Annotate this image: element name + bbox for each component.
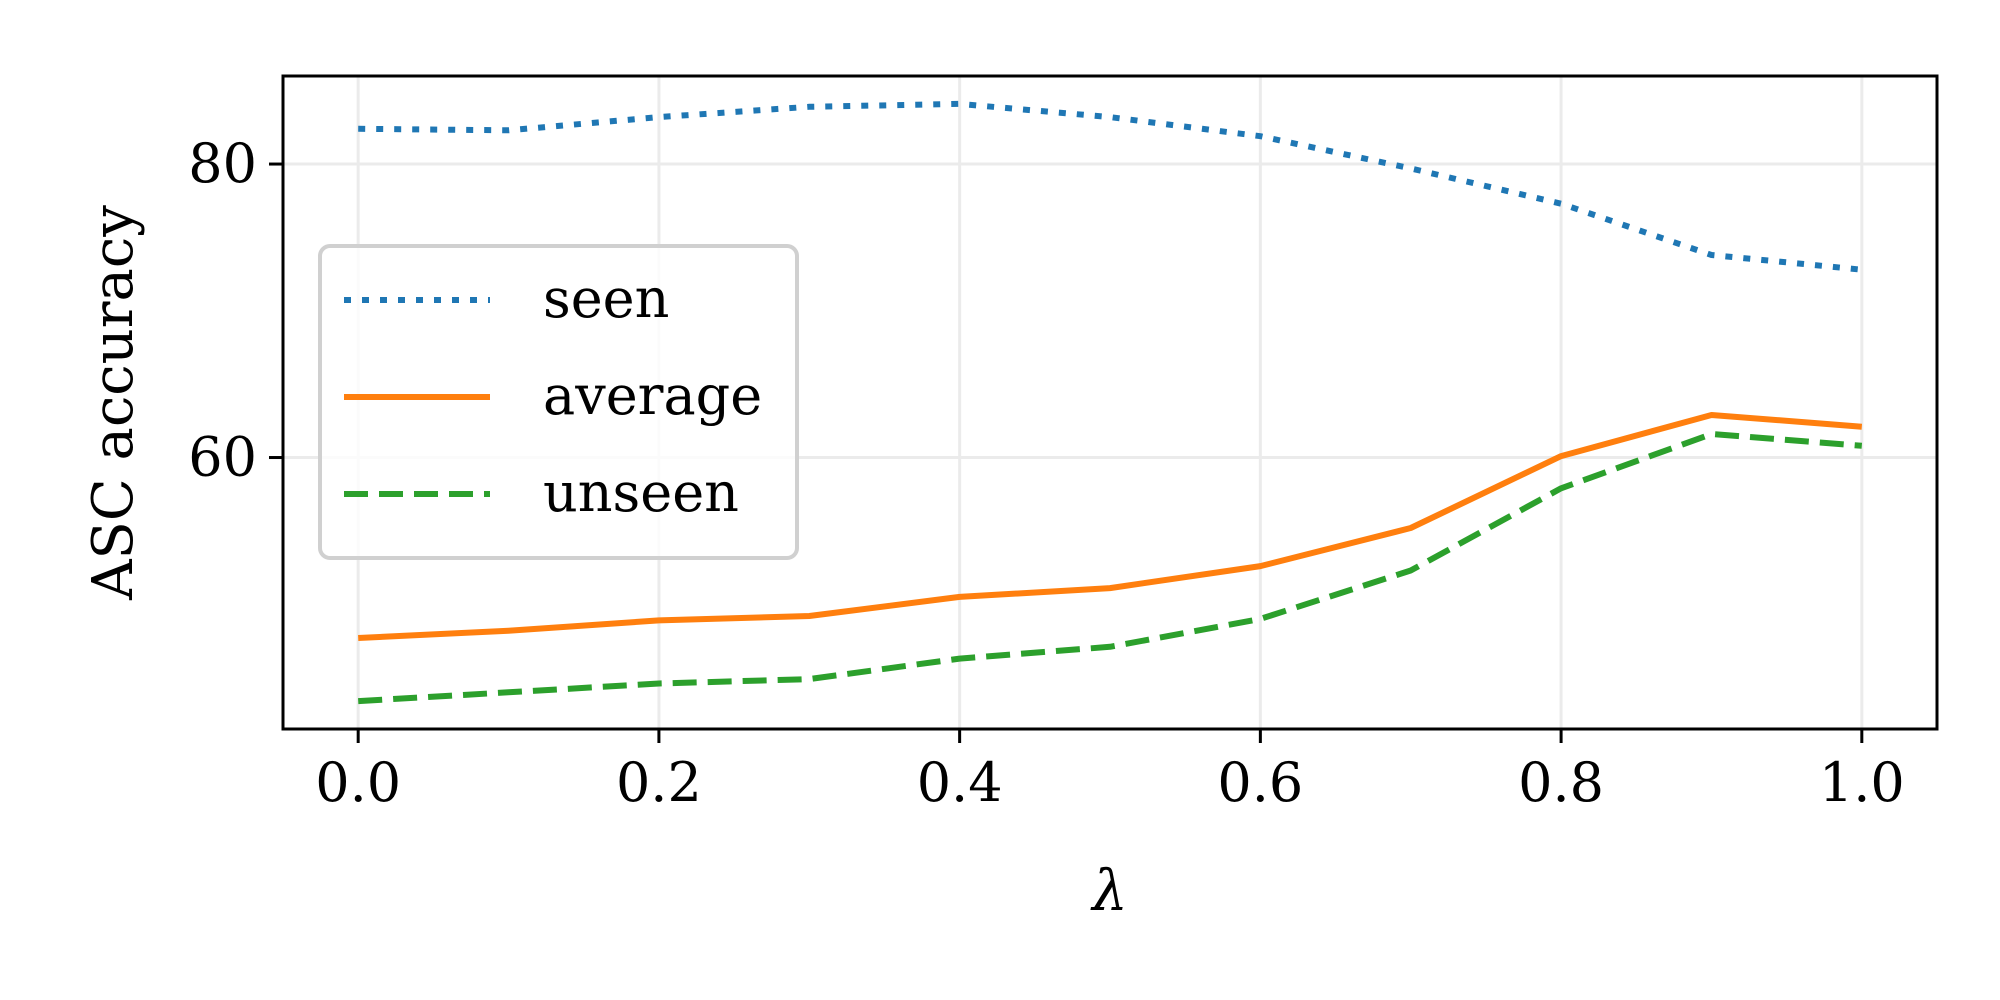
plot-frame <box>281 74 1939 731</box>
x-tick-label: 1.0 <box>1819 751 1905 814</box>
x-tick-label: 0.6 <box>1217 751 1303 814</box>
legend-label-average: average <box>543 364 762 427</box>
y-axis-label: ASC accuracy <box>81 205 146 601</box>
legend-box <box>318 244 799 560</box>
series-line-unseen <box>358 431 1863 705</box>
data-lines <box>358 100 1863 705</box>
x-tick-label: 0.8 <box>1518 751 1604 814</box>
y-tick-label: 60 <box>188 426 257 489</box>
x-tick-label: 0.4 <box>917 751 1003 814</box>
series-line-seen <box>358 100 1863 273</box>
y-tick-label: 80 <box>188 132 257 195</box>
x-tick-label: 0.0 <box>315 751 401 814</box>
legend-label-seen: seen <box>543 267 669 330</box>
x-axis-label: λ <box>1090 859 1128 924</box>
axis-ticks: 0.0 0.2 0.4 0.6 0.8 1.0 60 80 <box>188 132 1904 814</box>
series-line-average <box>358 412 1863 641</box>
legend: seen average unseen <box>318 244 799 560</box>
x-tick-label: 0.2 <box>616 751 702 814</box>
legend-label-unseen: unseen <box>543 461 739 524</box>
